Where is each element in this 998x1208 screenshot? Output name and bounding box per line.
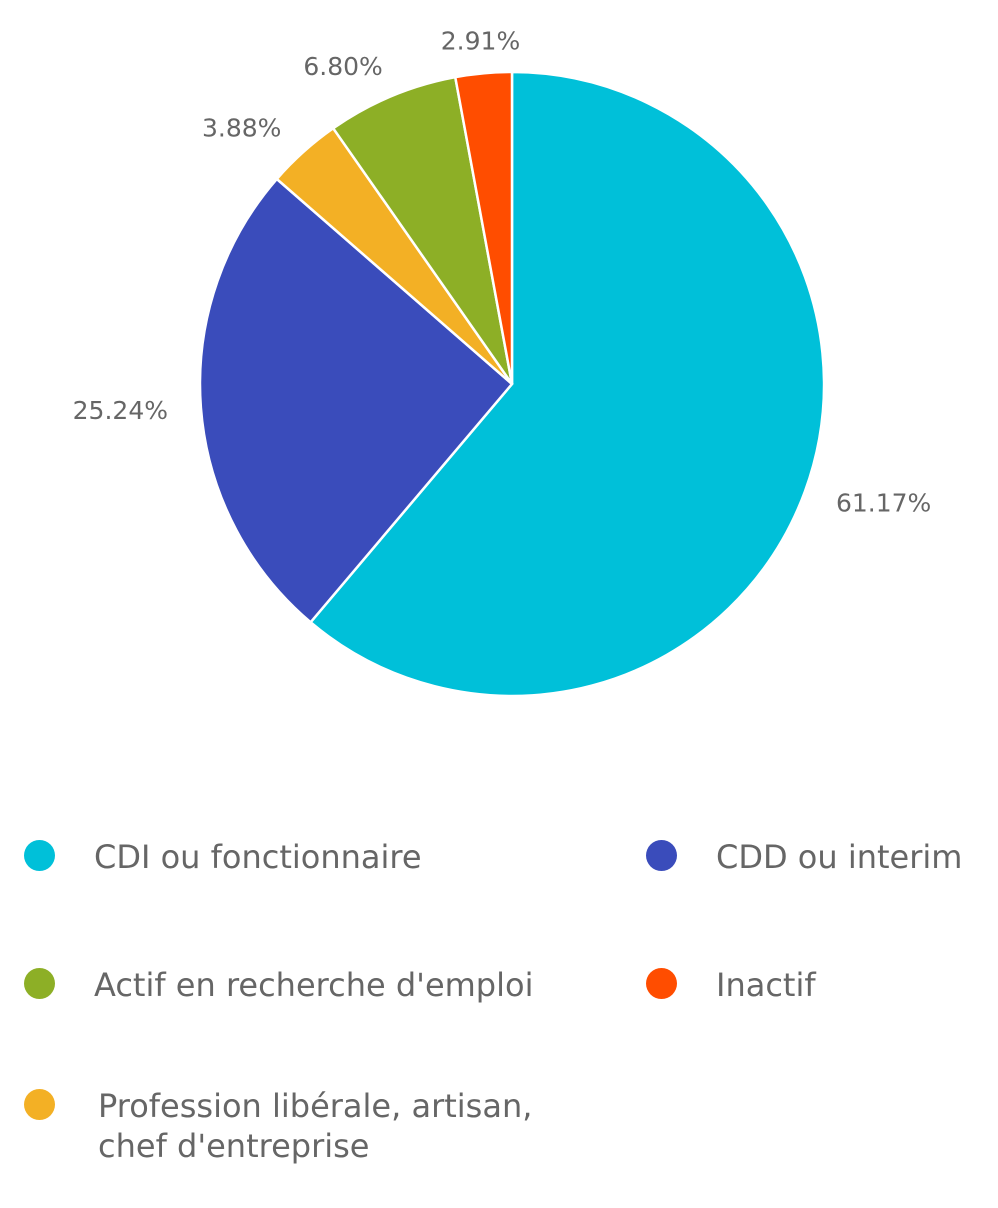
pie-slice-0[interactable] [308,70,826,698]
pie-chart: 61.17% 25.24% 3.88% 6.80% 2.91% [73,26,931,698]
legend-swatch-cdi [24,840,55,871]
slice-label-1: 25.24% [73,396,168,425]
legend-swatch-recherche [24,968,55,999]
legend-swatch-profession [24,1089,55,1120]
pie-slice-1[interactable] [198,177,514,625]
pie-chart-svg: 61.17% 25.24% 3.88% 6.80% 2.91% [73,26,931,698]
slice-label-3: 6.80% [303,52,382,81]
chart-legend: CDI ou fonctionnaire CDD ou interim Acti… [0,760,998,1208]
legend-label-cdi: CDI ou fonctionnaire [94,838,422,876]
slice-label-4: 2.91% [441,26,520,55]
legend-swatch-inactif [646,968,677,999]
legend-swatch-cdd [646,840,677,871]
pie-slice-4[interactable] [453,70,514,385]
legend-label-cdd: CDD ou interim [716,838,963,876]
slice-label-2: 3.88% [202,113,281,142]
legend-label-inactif: Inactif [716,966,816,1004]
pie-slice-3[interactable] [331,75,514,385]
legend-label-profession-line2: chef d'entreprise [98,1127,370,1165]
legend-label-profession-line1: Profession libérale, artisan, [98,1087,533,1125]
slice-label-0: 61.17% [836,489,931,518]
legend-label-recherche: Actif en recherche d'emploi [94,966,534,1004]
